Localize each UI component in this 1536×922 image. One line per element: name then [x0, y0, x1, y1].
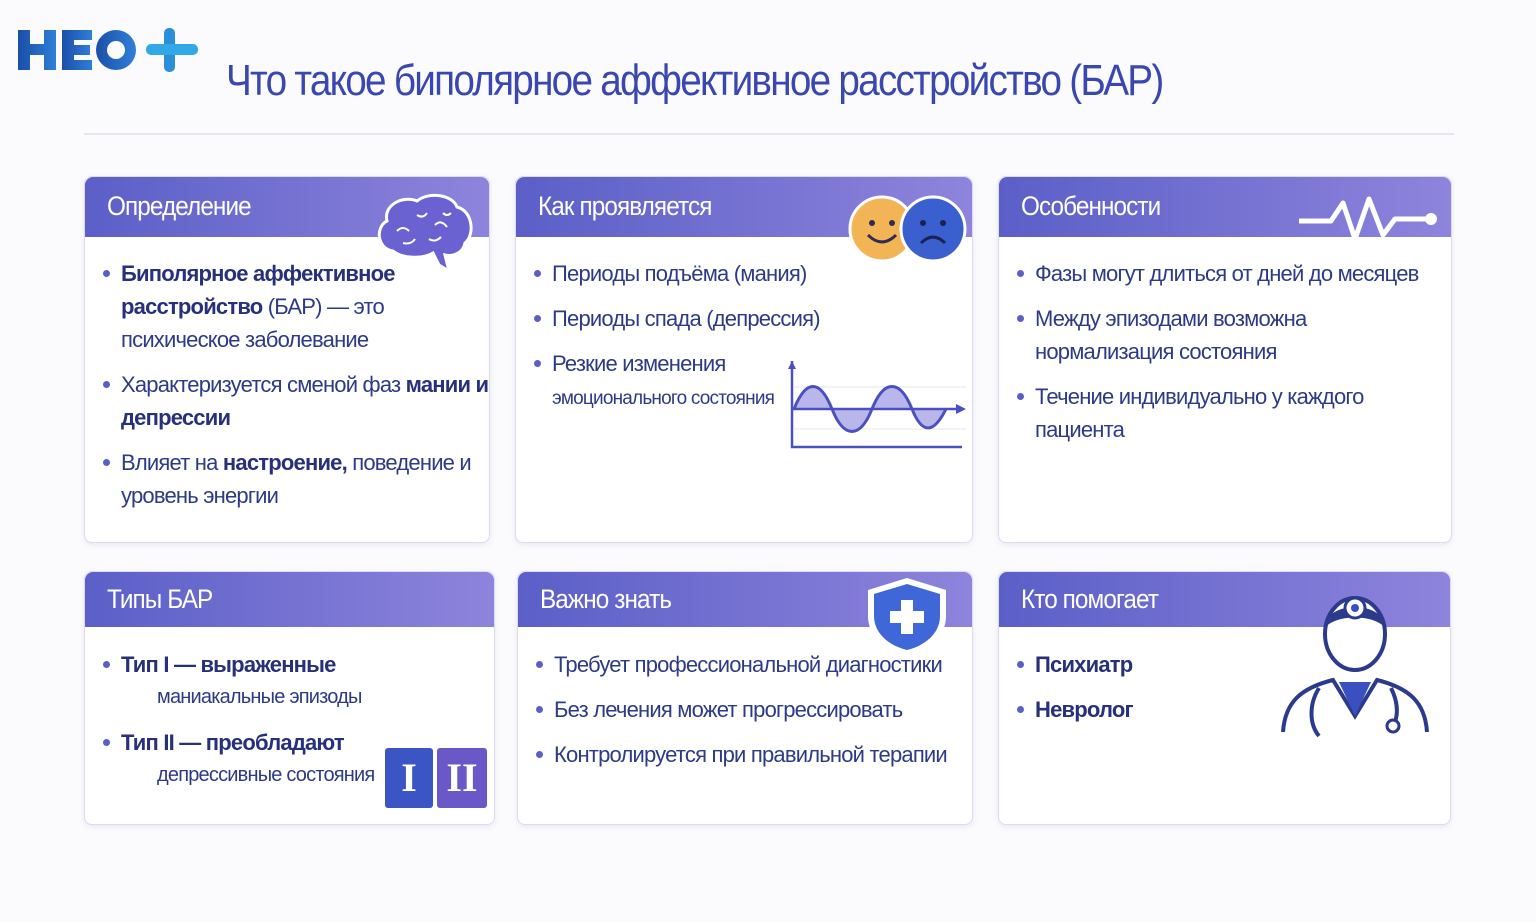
list-item: Невролог: [1017, 693, 1134, 726]
card-title: Особенности: [1021, 191, 1161, 221]
doctor-icon: [1281, 596, 1429, 738]
page-title: Что такое биполярное аффективное расстро…: [226, 56, 1164, 105]
card-important: Важно знать Требует профессиональной диа…: [517, 571, 973, 825]
list-item: Контролируется при правильной терапии: [536, 738, 948, 771]
list-item: Характеризуется сменой фаз мании и депре…: [103, 368, 489, 434]
neo-plus-logo: [18, 28, 198, 72]
list-item: Тип I — выраженные маниакальные эпизоды: [103, 648, 374, 714]
list-item: Течение индивидуально у каждого пациента: [1017, 380, 1451, 446]
card-types: Типы БАР Тип I — выраженные маниакальные …: [84, 571, 495, 825]
list-item: Психиатр: [1017, 648, 1133, 681]
list-item: Тип II — преобладают депрессивные состоян…: [103, 726, 375, 792]
card-title: Как проявляется: [538, 191, 712, 221]
card-features: Особенности Фазы могут длиться от дней д…: [998, 176, 1452, 543]
type-badges-icon: I II: [385, 748, 487, 808]
list-item: Между эпизодами возможна нормализация со…: [1017, 302, 1317, 368]
happy-face-icon: [848, 195, 916, 263]
brain-icon: [377, 193, 473, 275]
card-title: Кто помогает: [1021, 584, 1159, 614]
card-title: Типы БАР: [107, 584, 213, 614]
card-definition: Определение Биполярное аффективное расст…: [84, 176, 490, 543]
card-manifestation: Как проявляется Периоды подъёма (мания) …: [515, 176, 973, 543]
list-item: Периоды спада (депрессия): [534, 302, 821, 335]
list-item: Резкие изменения эмоционального состояния: [534, 347, 820, 415]
shield-plus-icon: [868, 578, 946, 656]
list-item: Биполярное аффективное расстройство (БАР…: [103, 257, 489, 356]
list-item: Требует профессиональной диагностики: [536, 648, 947, 681]
list-item: Без лечения может прогрессировать: [536, 693, 947, 726]
list-item: Фазы могут длиться от дней до месяцев: [1017, 257, 1451, 290]
list-item: Периоды подъёма (мания): [534, 257, 820, 290]
card-title: Важно знать: [540, 584, 672, 614]
pulse-icon: [1299, 196, 1437, 242]
sad-face-icon: [899, 195, 967, 263]
list-item: Влияет на настроение, поведение и уровен…: [103, 446, 489, 512]
mood-wave-chart-icon: [788, 361, 966, 449]
card-helpers: Кто помогает Психиатр Невролог: [998, 571, 1451, 825]
divider: [84, 133, 1454, 135]
card-title: Определение: [107, 191, 252, 221]
